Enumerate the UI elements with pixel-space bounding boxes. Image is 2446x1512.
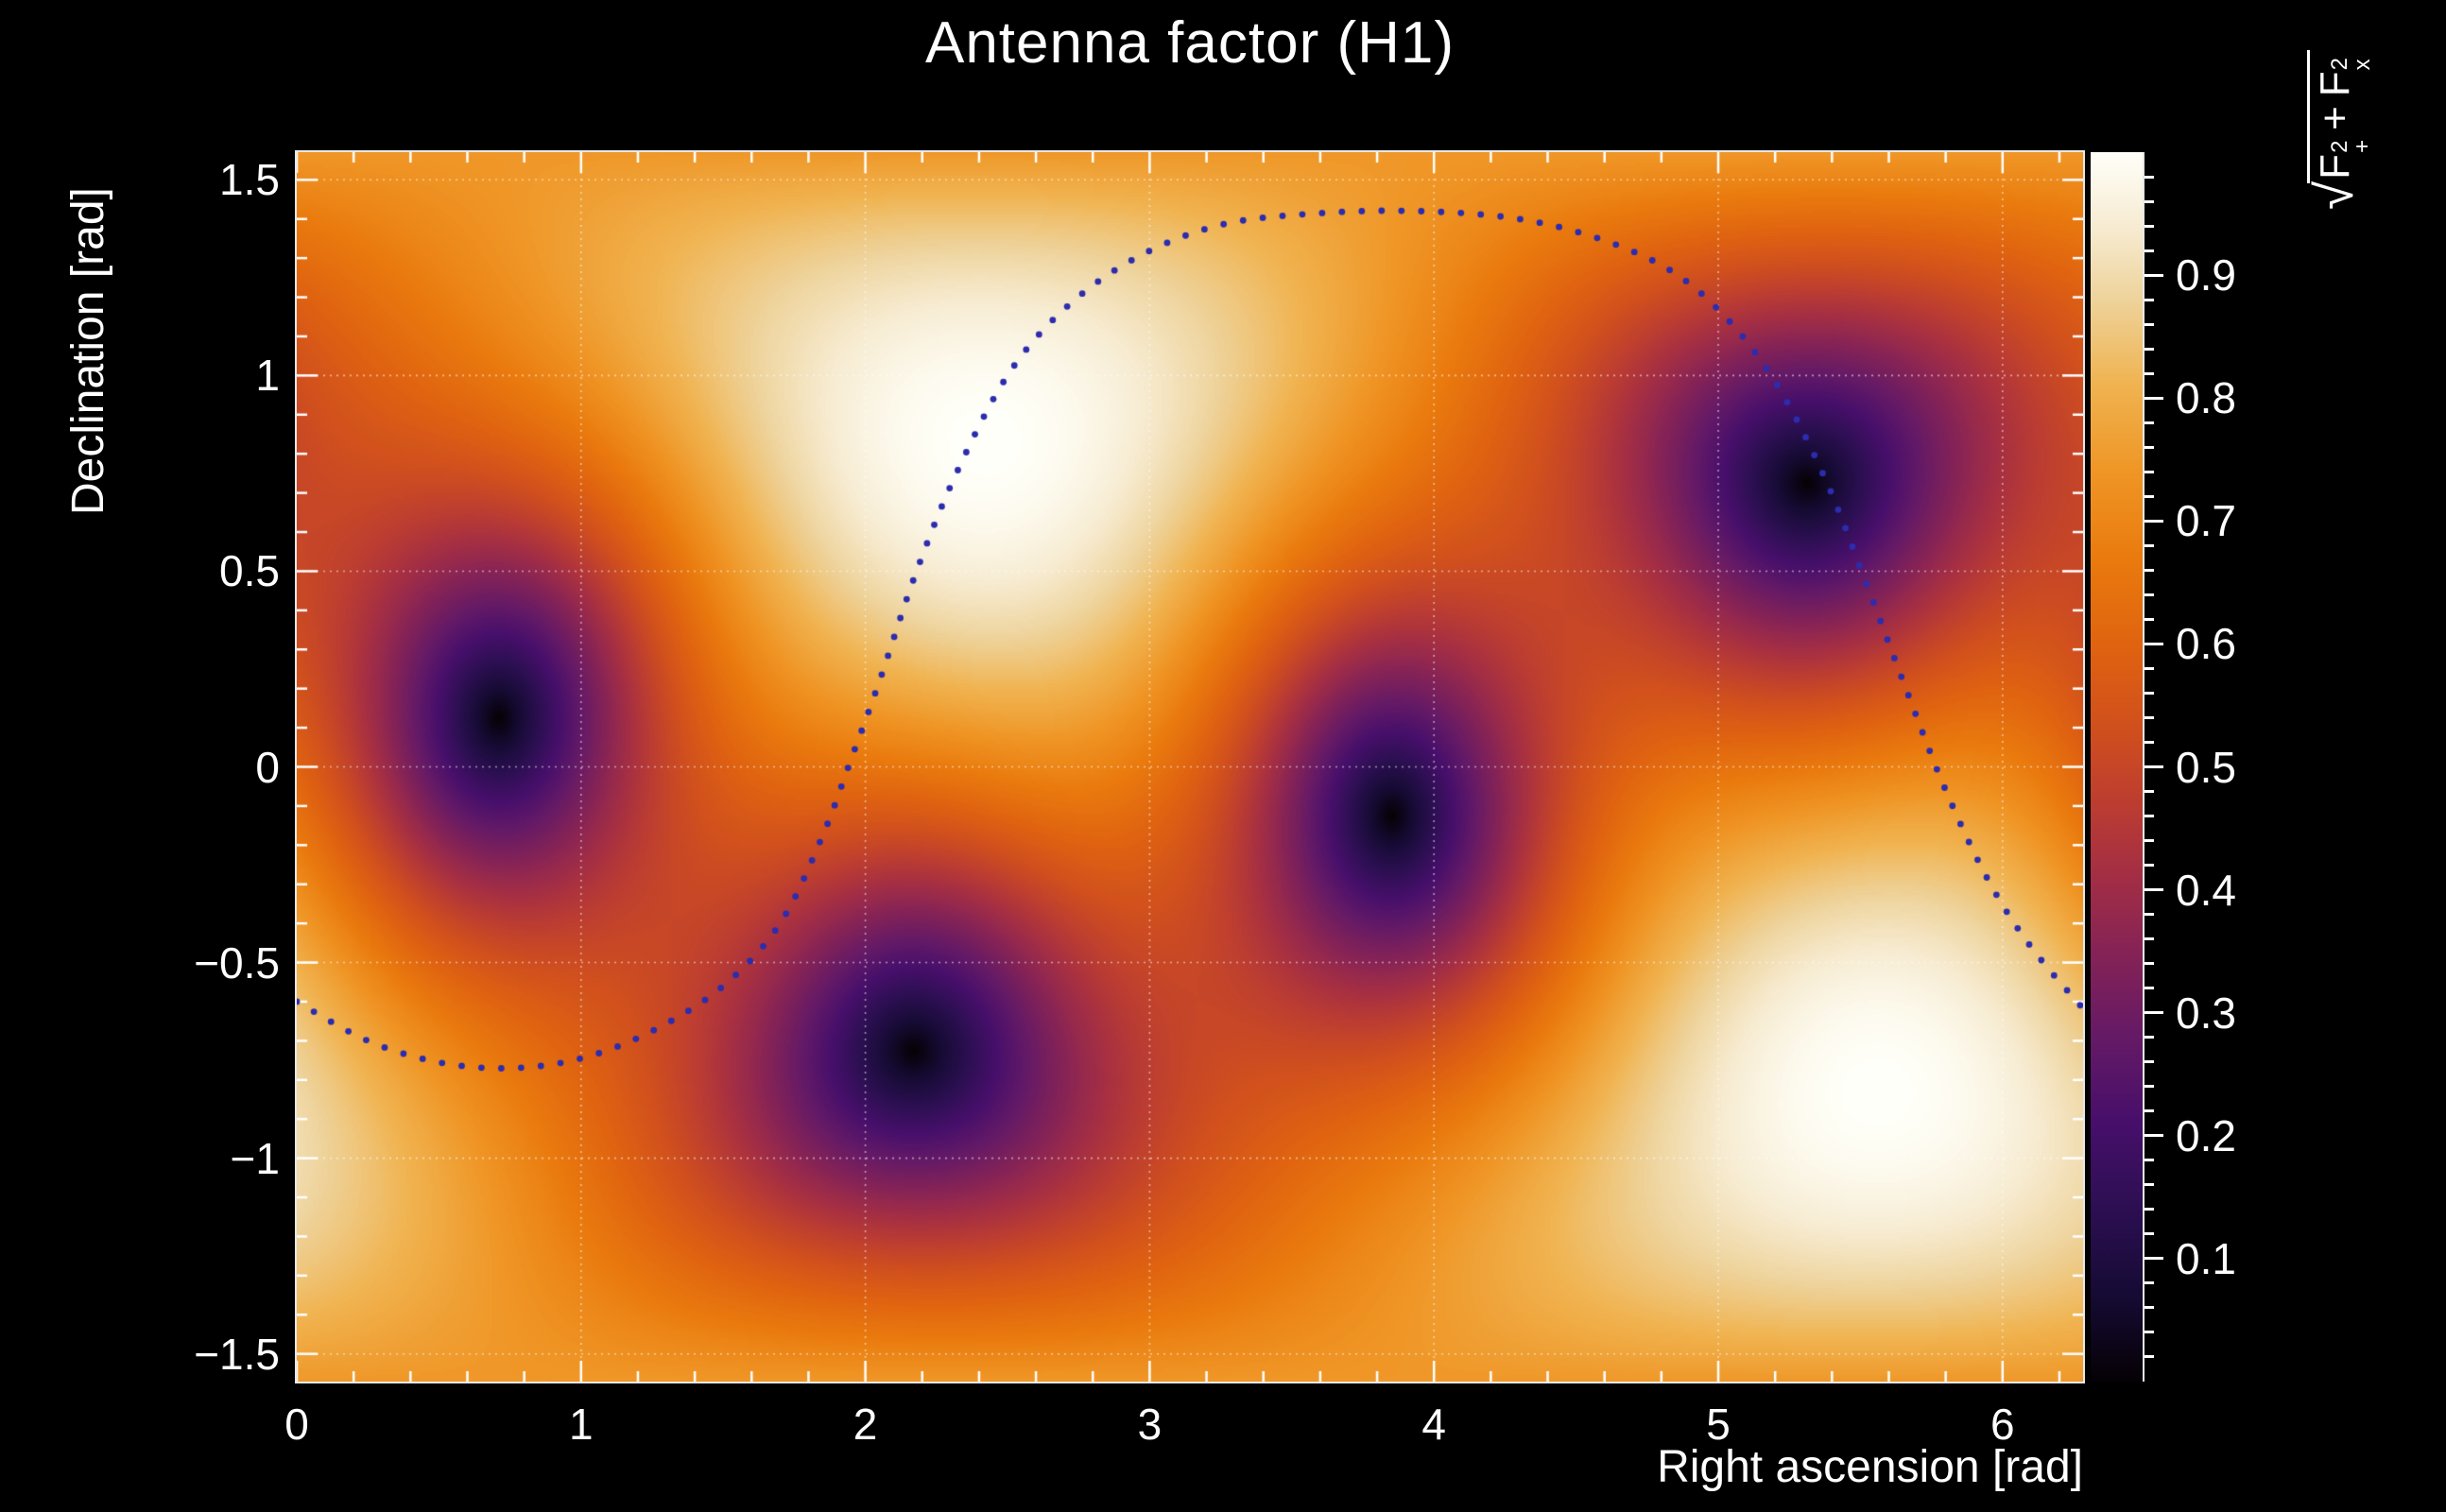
colorbar-minor-tick [2145, 175, 2154, 179]
colorbar-minor-tick [2145, 199, 2154, 203]
radical-icon: √ [2305, 180, 2364, 210]
colorbar-minor-tick [2145, 371, 2154, 375]
colorbar-minor-tick [2145, 568, 2154, 572]
y-tick-label: 0.5 [219, 546, 280, 596]
colorbar-tick-label: 0.6 [2176, 619, 2236, 669]
colorbar-minor-tick [2145, 593, 2154, 596]
colorbar-minor-tick [2145, 322, 2154, 326]
colorbar-minor-tick [2145, 1232, 2154, 1236]
colorbar-minor-tick [2145, 1208, 2154, 1211]
colorbar-minor-tick [2145, 347, 2154, 351]
x-tick-label: 1 [569, 1400, 594, 1449]
y-tick-label: −1.5 [194, 1329, 280, 1379]
colorbar-minor-tick [2145, 1109, 2154, 1113]
colorbar-minor-tick [2145, 987, 2154, 990]
colorbar-axis-line [2143, 152, 2145, 1382]
colorbar-tick [2145, 1134, 2163, 1138]
colorbar-title: √F 2 + +F 2 x [2304, 49, 2375, 210]
y-tick-label: −0.5 [194, 937, 280, 988]
x-tick-label: 5 [1706, 1400, 1731, 1449]
colorbar-tick [2145, 1011, 2163, 1015]
colorbar-minor-tick [2145, 470, 2154, 473]
colorbar-minor-tick [2145, 298, 2154, 301]
x-tick-label: 2 [853, 1400, 878, 1449]
colorbar-minor-tick [2145, 1355, 2154, 1359]
x-axis-title: Right ascension [rad] [1657, 1442, 2083, 1492]
colorbar-minor-tick [2145, 937, 2154, 941]
chart-title: Antenna factor (H1) [924, 10, 1456, 76]
colorbar-tick-label: 0.2 [2176, 1110, 2236, 1160]
colorbar-minor-tick [2145, 543, 2154, 547]
colorbar-minor-tick [2145, 691, 2154, 695]
colorbar-tick [2145, 888, 2163, 892]
f-plus-superscript: 2 [2327, 140, 2352, 153]
f-plus-scripts: 2 + [2327, 139, 2376, 153]
colorbar-tick [2145, 765, 2163, 768]
colorbar-minor-tick [2145, 1183, 2154, 1187]
colorbar-minor-tick [2145, 1281, 2154, 1285]
y-tick-label: 1.5 [219, 155, 280, 205]
colorbar-minor-tick [2145, 617, 2154, 621]
x-tick-label: 0 [284, 1400, 309, 1449]
colorbar-minor-tick [2145, 1060, 2154, 1064]
colorbar-minor-tick [2145, 666, 2154, 670]
colorbar-minor-tick [2145, 815, 2154, 818]
colorbar [2091, 152, 2143, 1382]
colorbar-tick [2145, 642, 2163, 645]
f-cross-subscript: x [2350, 59, 2376, 71]
x-tick-label: 4 [1421, 1400, 1446, 1449]
f-cross-superscript: 2 [2327, 57, 2352, 71]
heatmap-canvas [297, 152, 2083, 1382]
plus-operator: + [2312, 106, 2358, 130]
colorbar-minor-tick [2145, 913, 2154, 917]
colorbar-tick [2145, 519, 2163, 523]
y-tick-label: 1 [255, 351, 280, 401]
f-plus-symbol: F [2312, 153, 2358, 180]
colorbar-minor-tick [2145, 445, 2154, 449]
colorbar-minor-tick [2145, 839, 2154, 843]
colorbar-tick-label: 0.1 [2176, 1233, 2236, 1283]
colorbar-minor-tick [2145, 1306, 2154, 1310]
colorbar-minor-tick [2145, 1331, 2154, 1334]
colorbar-minor-tick [2145, 249, 2154, 252]
colorbar-tick-label: 0.8 [2176, 373, 2236, 423]
colorbar-tick-label: 0.4 [2176, 865, 2236, 915]
colorbar-minor-tick [2145, 494, 2154, 498]
y-tick-label: 0 [255, 742, 280, 792]
plot-frame [295, 150, 2085, 1383]
colorbar-title-expression: F 2 + +F 2 x [2307, 49, 2375, 183]
colorbar-tick [2145, 1257, 2163, 1261]
colorbar-minor-tick [2145, 421, 2154, 424]
f-cross-symbol: F [2312, 71, 2358, 97]
colorbar-minor-tick [2145, 864, 2154, 868]
colorbar-minor-tick [2145, 1085, 2154, 1089]
colorbar-minor-tick [2145, 715, 2154, 719]
colorbar-tick-label: 0.5 [2176, 742, 2236, 792]
colorbar-tick [2145, 396, 2163, 400]
colorbar-tick [2145, 273, 2163, 277]
colorbar-tick-label: 0.9 [2176, 250, 2236, 301]
colorbar-minor-tick [2145, 740, 2154, 744]
colorbar-minor-tick [2145, 1159, 2154, 1162]
colorbar-minor-tick [2145, 224, 2154, 228]
x-tick-label: 3 [1137, 1400, 1163, 1449]
f-plus-subscript: + [2350, 139, 2376, 153]
colorbar-minor-tick [2145, 962, 2154, 966]
colorbar-tick-label: 0.7 [2176, 496, 2236, 546]
x-tick-label: 6 [1990, 1400, 2015, 1449]
colorbar-tick-label: 0.3 [2176, 988, 2236, 1038]
colorbar-minor-tick [2145, 790, 2154, 794]
y-tick-label: −1 [230, 1133, 280, 1183]
colorbar-minor-tick [2145, 1036, 2154, 1040]
